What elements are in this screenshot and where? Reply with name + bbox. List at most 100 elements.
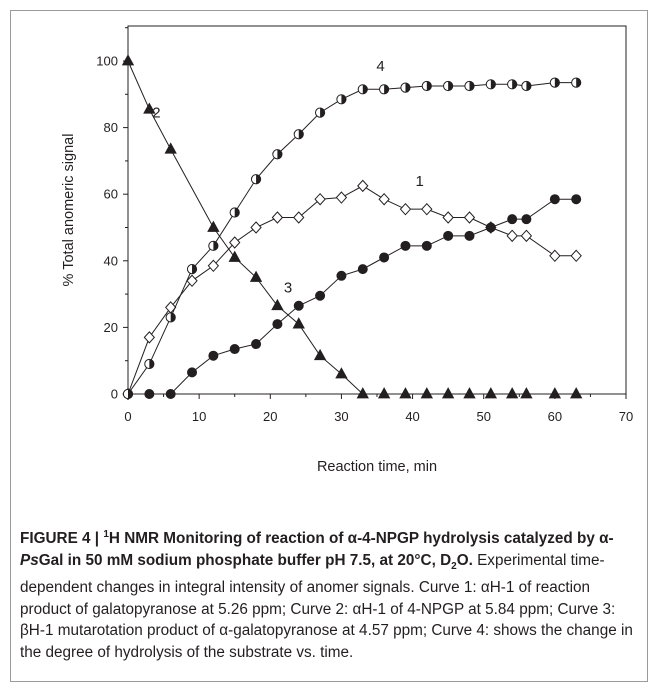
data-point bbox=[400, 82, 411, 93]
data-point-half bbox=[384, 84, 389, 94]
data-point bbox=[463, 211, 476, 224]
data-point bbox=[505, 387, 519, 399]
data-point bbox=[571, 194, 582, 205]
x-axis-title: Reaction time, min bbox=[317, 459, 437, 475]
data-point bbox=[520, 387, 533, 399]
x-tick-label: 50 bbox=[476, 409, 490, 424]
data-point-half bbox=[234, 207, 240, 218]
data-point bbox=[207, 220, 220, 232]
series-line bbox=[127, 185, 577, 395]
caption-title-part-c: O. bbox=[456, 551, 473, 569]
x-tick-label: 0 bbox=[124, 409, 131, 424]
curve-label: 1 bbox=[416, 173, 424, 190]
data-point bbox=[377, 387, 391, 399]
y-tick-label: 60 bbox=[104, 187, 118, 202]
data-point bbox=[507, 79, 518, 90]
data-point bbox=[293, 211, 305, 224]
series-line bbox=[128, 198, 577, 395]
data-point bbox=[143, 331, 156, 344]
data-point-half bbox=[448, 81, 453, 91]
data-point bbox=[357, 179, 369, 193]
data-point bbox=[228, 250, 241, 262]
data-point bbox=[122, 388, 134, 400]
data-point bbox=[271, 211, 284, 224]
data-point bbox=[208, 350, 219, 361]
series-line bbox=[127, 82, 577, 395]
data-point bbox=[379, 252, 390, 263]
curve-label: 2 bbox=[152, 105, 160, 122]
y-axis-title: % Total anomeric signal bbox=[61, 134, 77, 287]
data-point bbox=[357, 264, 368, 275]
curve-label: 3 bbox=[284, 279, 292, 296]
data-point bbox=[464, 80, 475, 92]
data-point bbox=[507, 214, 518, 225]
caption-title-italic: Ps bbox=[20, 551, 39, 569]
series-3 bbox=[123, 194, 582, 399]
data-point bbox=[548, 387, 562, 399]
y-tick-label: 0 bbox=[111, 387, 118, 402]
x-tick-label: 60 bbox=[548, 409, 562, 424]
data-point bbox=[520, 229, 533, 243]
caption-title-part-b: Gal in 50 mM sodium phosphate buffer pH … bbox=[38, 551, 452, 569]
x-tick-label: 40 bbox=[405, 409, 419, 424]
data-point bbox=[186, 274, 198, 288]
data-point bbox=[335, 191, 348, 204]
data-point bbox=[549, 77, 560, 88]
data-point bbox=[229, 236, 241, 249]
data-point bbox=[442, 211, 454, 224]
data-point-half bbox=[490, 79, 496, 89]
caption-superscript: 1 bbox=[103, 529, 109, 540]
y-tick-label: 80 bbox=[104, 120, 118, 135]
data-point bbox=[379, 84, 390, 95]
caption-title-part-a: H NMR Monitoring of reaction of α-4-NPGP… bbox=[108, 530, 614, 548]
data-point bbox=[143, 102, 156, 114]
data-point bbox=[207, 259, 220, 273]
data-point bbox=[399, 387, 412, 399]
data-point-half bbox=[192, 264, 197, 274]
data-point bbox=[463, 387, 476, 399]
data-point bbox=[336, 94, 347, 105]
data-point bbox=[314, 107, 326, 118]
data-point-half bbox=[526, 81, 531, 91]
caption-subscript: 2 bbox=[451, 560, 457, 572]
data-point bbox=[229, 207, 240, 218]
curve-label: 4 bbox=[376, 58, 384, 75]
series-line bbox=[127, 60, 577, 395]
data-point bbox=[208, 240, 219, 251]
data-point bbox=[165, 388, 176, 399]
data-point bbox=[144, 358, 155, 370]
data-point bbox=[164, 142, 177, 154]
data-point-half bbox=[170, 312, 176, 323]
data-point-half bbox=[426, 81, 432, 91]
data-point bbox=[313, 348, 327, 361]
figure-caption: FIGURE 4 | 1H NMR Monitoring of reaction… bbox=[20, 524, 638, 663]
data-point bbox=[293, 300, 304, 311]
data-point-half bbox=[128, 389, 133, 399]
data-point bbox=[250, 221, 262, 234]
data-point-half bbox=[341, 94, 347, 104]
data-point bbox=[506, 229, 518, 243]
data-point bbox=[571, 77, 582, 88]
data-point-half bbox=[554, 78, 560, 88]
data-point bbox=[336, 270, 347, 281]
figure-panel bbox=[10, 10, 648, 682]
x-tick-label: 10 bbox=[192, 409, 206, 424]
y-tick-label: 100 bbox=[96, 54, 118, 69]
data-point bbox=[549, 249, 561, 263]
y-tick-label: 20 bbox=[104, 320, 118, 335]
data-point bbox=[187, 367, 198, 378]
data-point bbox=[378, 192, 390, 206]
series-4 bbox=[122, 77, 582, 400]
data-point-half bbox=[512, 79, 517, 89]
series-1 bbox=[122, 179, 582, 401]
data-point bbox=[485, 79, 496, 90]
data-point bbox=[335, 367, 348, 379]
data-point bbox=[314, 192, 326, 206]
data-point bbox=[271, 298, 284, 311]
data-point bbox=[400, 240, 411, 251]
series-2 bbox=[121, 54, 583, 399]
data-point bbox=[399, 202, 412, 216]
data-point bbox=[420, 387, 433, 399]
x-tick-label: 30 bbox=[334, 409, 348, 424]
chart-labels: 4 2 1 3 bbox=[152, 58, 424, 296]
